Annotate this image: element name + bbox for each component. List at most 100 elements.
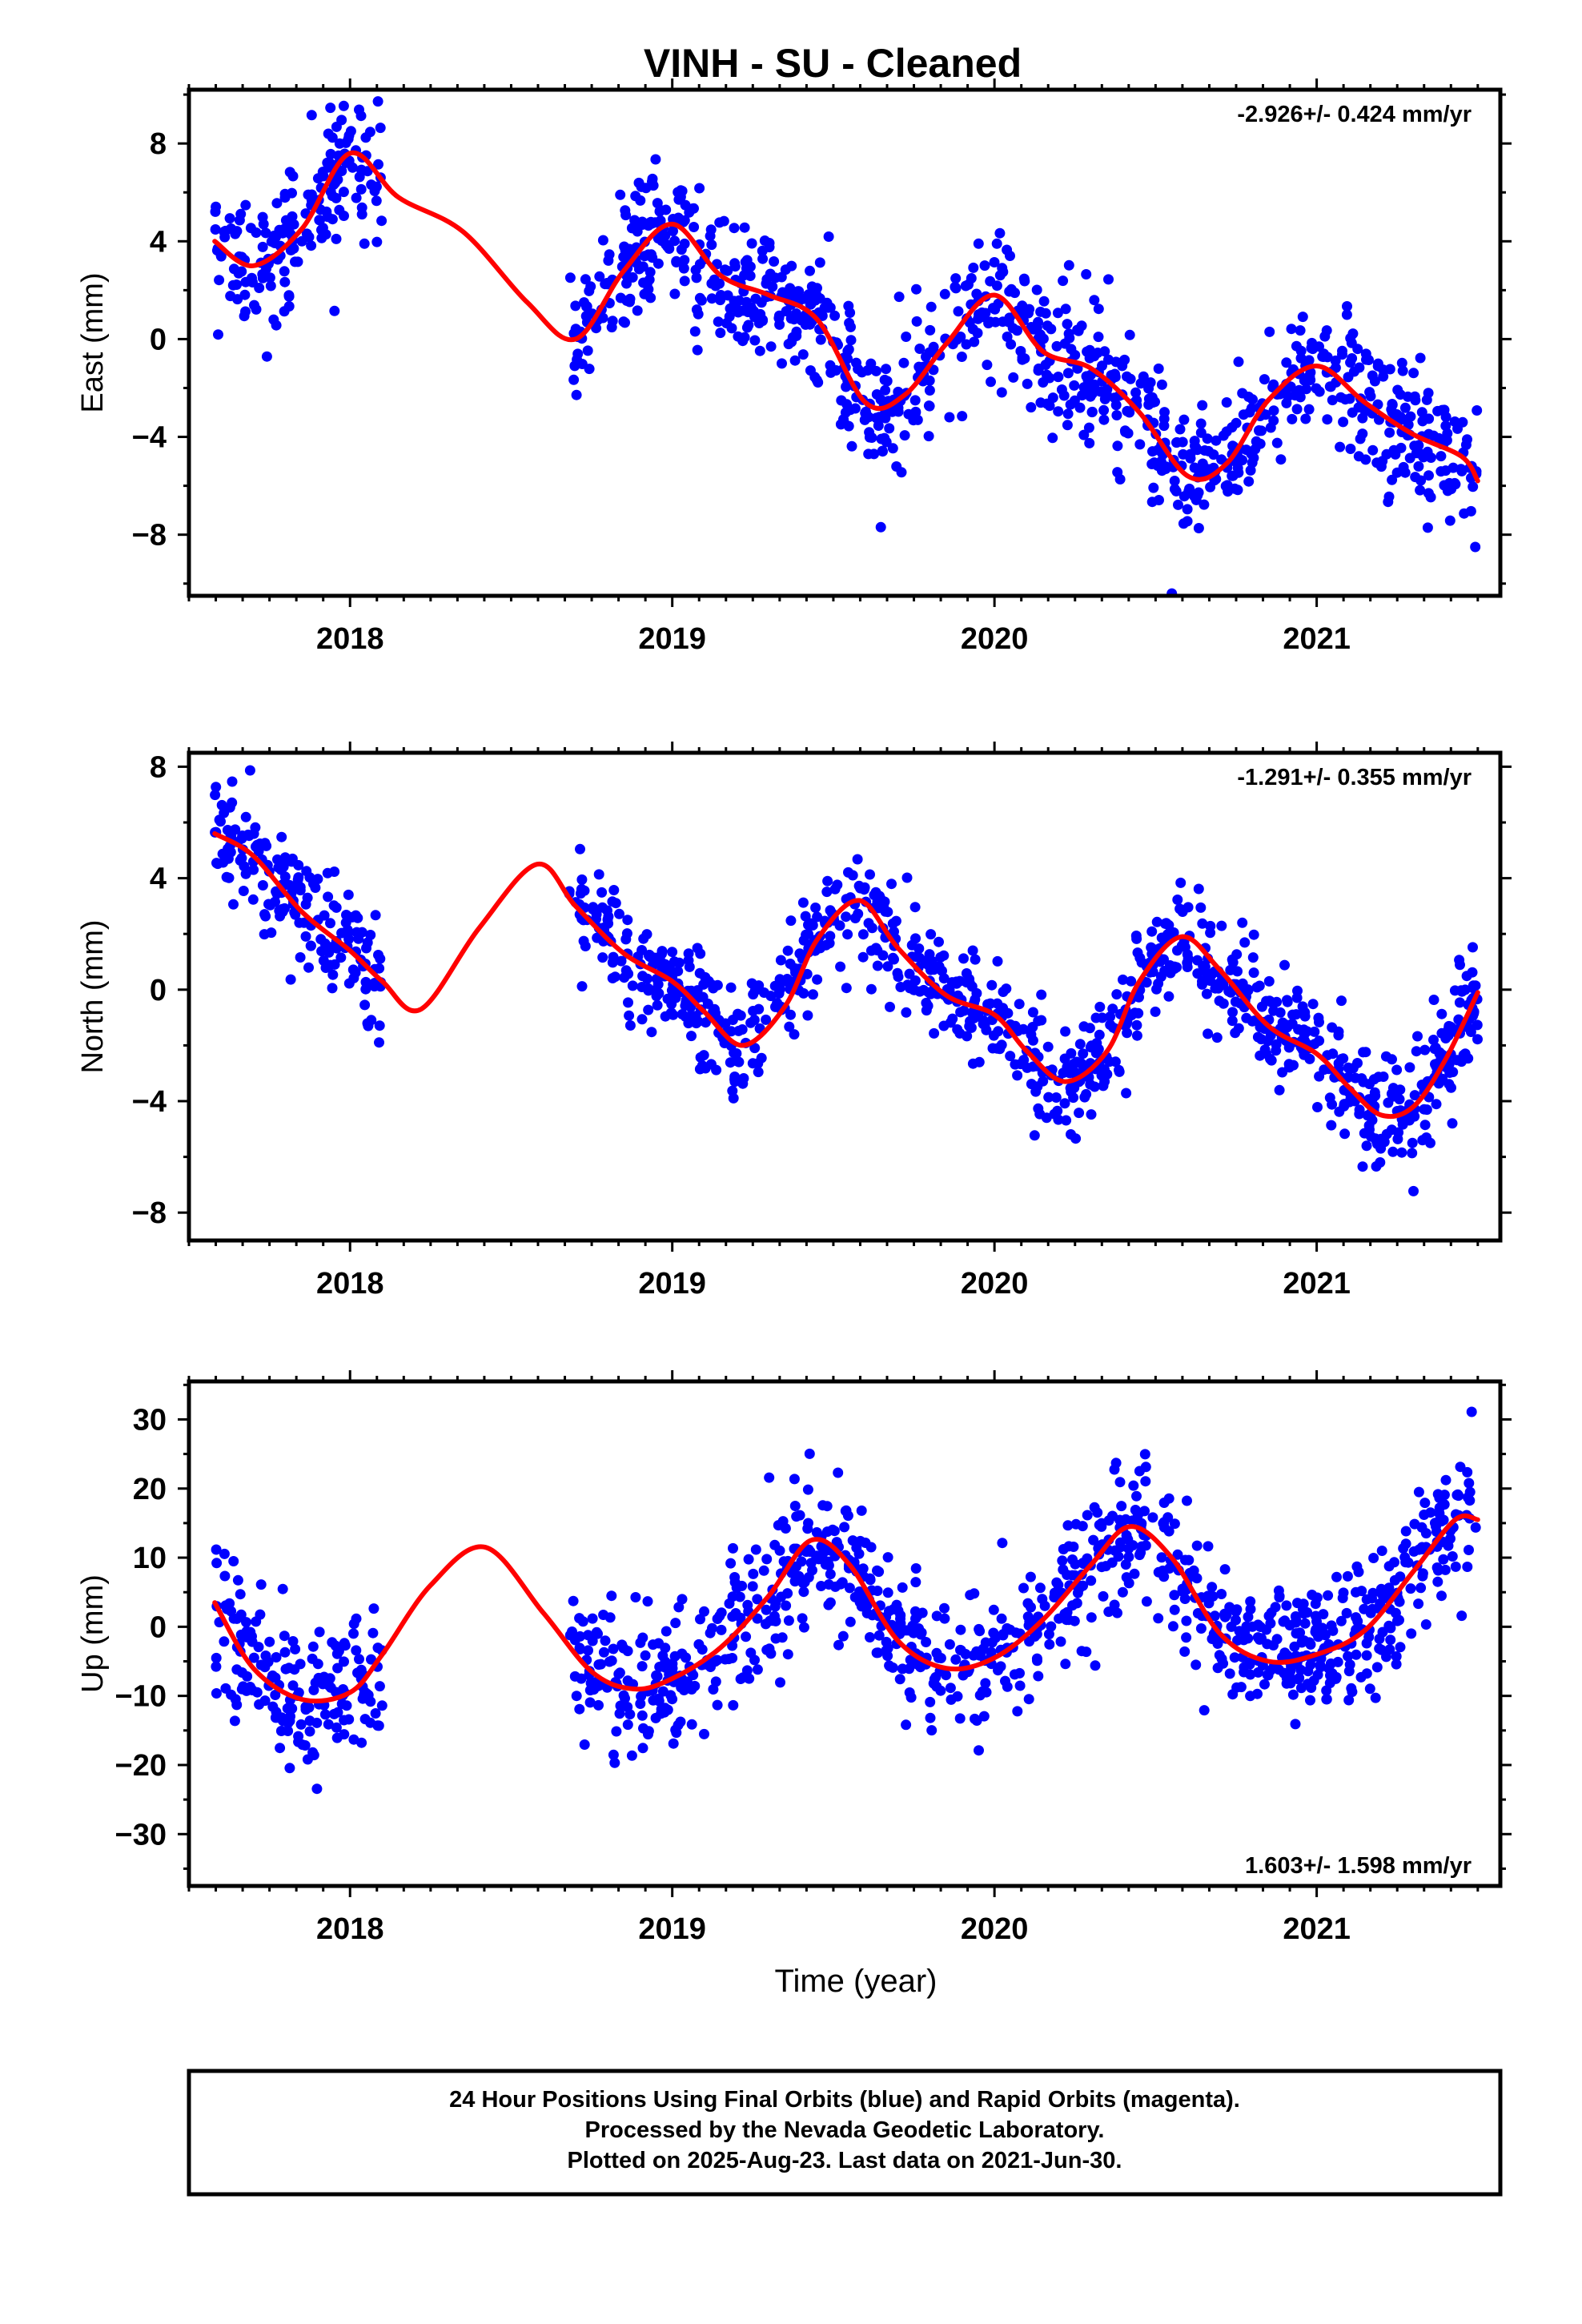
up-point-530 — [1415, 1582, 1427, 1594]
north-point-1066 — [834, 920, 845, 931]
north-point-702 — [797, 897, 809, 908]
up-point-546 — [1290, 1719, 1301, 1730]
north-point-887 — [1182, 957, 1193, 968]
up-point-1071 — [904, 1663, 915, 1675]
up-point-576 — [695, 1614, 705, 1625]
north-point-1129 — [1121, 1088, 1132, 1099]
north-point-860 — [695, 1051, 706, 1063]
up-point-684 — [1295, 1683, 1307, 1694]
north-point-825 — [1059, 1053, 1070, 1064]
up-point-38 — [260, 1651, 271, 1661]
east-point-672 — [1470, 541, 1481, 553]
east-point-950 — [1371, 457, 1383, 468]
up-point-743 — [969, 1588, 980, 1599]
up-point-167 — [245, 1626, 256, 1638]
up-point-1073 — [769, 1539, 781, 1550]
east-point-1053 — [1396, 357, 1407, 368]
east-point-1075 — [632, 305, 643, 316]
north-point-635 — [1107, 1003, 1118, 1015]
north-point-1139 — [1271, 996, 1283, 1007]
north-point-941 — [1214, 995, 1225, 1007]
north-point-1010 — [624, 1020, 636, 1031]
up-point-896 — [761, 1604, 772, 1615]
up-point-815 — [1058, 1544, 1069, 1554]
north-point-541 — [1248, 967, 1259, 979]
up-point-927 — [807, 1565, 817, 1576]
east-point-385 — [1047, 432, 1058, 444]
east-point-447 — [1005, 251, 1015, 261]
up-point-1129 — [1450, 1561, 1461, 1572]
up-point-628 — [699, 1728, 709, 1739]
east-point-1132 — [709, 274, 720, 285]
north-point-927 — [947, 1013, 958, 1024]
north-point-805 — [725, 1026, 737, 1037]
east-point-179 — [1300, 413, 1311, 424]
north-point-93 — [343, 889, 354, 900]
up-point-834 — [661, 1626, 672, 1637]
up-point-152 — [224, 1598, 235, 1609]
north-point-1039 — [576, 874, 588, 885]
up-point-80 — [300, 1704, 311, 1715]
up-point-723 — [970, 1713, 980, 1724]
north-point-992 — [914, 986, 926, 997]
north-point-688 — [774, 983, 785, 995]
north-y-tick-label: −4 — [132, 1085, 167, 1119]
up-point-790 — [1147, 1512, 1158, 1523]
up-point-554 — [1464, 1545, 1474, 1555]
east-point-304 — [1081, 269, 1092, 279]
east-point-449 — [777, 358, 787, 369]
up-point-1114 — [1310, 1598, 1321, 1610]
east-point-1129 — [791, 326, 802, 337]
up-point-944 — [745, 1647, 757, 1659]
east-point-846 — [1062, 368, 1074, 379]
up-point-480 — [614, 1667, 625, 1679]
up-point-189 — [781, 1600, 792, 1611]
north-point-389 — [842, 929, 853, 940]
footer-line-1: 24 Hour Positions Using Final Orbits (bl… — [449, 2087, 1240, 2113]
up-point-642 — [1364, 1683, 1375, 1695]
up-point-593 — [716, 1624, 727, 1635]
north-point-896 — [711, 1064, 722, 1076]
east-point-187 — [1098, 414, 1110, 425]
east-point-173 — [240, 306, 251, 317]
east-point-833 — [1156, 379, 1167, 390]
east-point-1051 — [650, 154, 661, 165]
north-point-148 — [329, 866, 340, 877]
north-point-1067 — [1434, 1048, 1445, 1059]
north-point-1083 — [627, 980, 638, 991]
east-point-142 — [376, 215, 387, 227]
up-point-144 — [332, 1663, 343, 1674]
north-point-123 — [217, 848, 228, 859]
up-point-1123 — [1262, 1669, 1273, 1680]
up-point-1084 — [1383, 1582, 1395, 1594]
up-point-173 — [297, 1739, 308, 1751]
up-point-1047 — [974, 1745, 984, 1756]
east-point-1017 — [1146, 459, 1158, 469]
north-point-125 — [323, 947, 335, 958]
north-point-156 — [319, 938, 331, 949]
east-point-1050 — [1245, 464, 1256, 476]
east-point-545 — [1399, 402, 1411, 413]
north-point-1145 — [1225, 987, 1236, 998]
north-point-693 — [800, 911, 811, 922]
east-point-178 — [303, 231, 315, 243]
north-point-719 — [872, 945, 883, 956]
up-point-882 — [1231, 1614, 1241, 1626]
east-point-594 — [843, 300, 854, 312]
up-y-tick-label: −10 — [115, 1680, 167, 1714]
north-point-524 — [1391, 1064, 1403, 1076]
east-point-597 — [1425, 492, 1436, 503]
east-point-96 — [271, 320, 282, 331]
north-point-115 — [210, 790, 221, 801]
up-point-415 — [587, 1613, 598, 1624]
north-point-375 — [725, 982, 737, 993]
up-point-806 — [769, 1601, 781, 1612]
north-point-669 — [653, 988, 665, 999]
up-point-866 — [1053, 1579, 1064, 1590]
north-point-993 — [622, 915, 633, 926]
east-point-826 — [1425, 452, 1436, 463]
up-point-123 — [287, 1636, 299, 1647]
up-point-632 — [853, 1548, 865, 1559]
east-point-786 — [1227, 470, 1238, 481]
east-point-1024 — [1065, 399, 1076, 410]
